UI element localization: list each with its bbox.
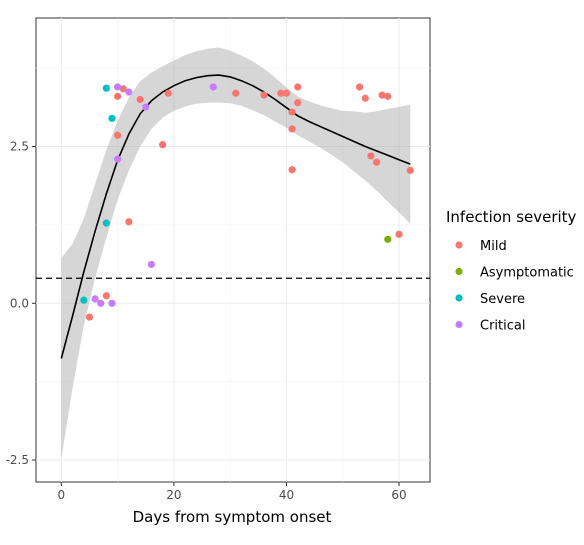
y-tick-label: 0.0: [10, 296, 29, 310]
data-point-mild: [119, 85, 127, 93]
data-point-mild: [294, 99, 302, 107]
data-point-severe: [102, 219, 110, 227]
y-tick-label: 2.5: [10, 140, 29, 154]
data-point-mild: [114, 131, 122, 139]
y-tick-label: -2.5: [6, 453, 29, 467]
data-point-critical: [209, 83, 217, 91]
data-point-severe: [108, 114, 116, 122]
x-axis-title: Days from symptom onset: [133, 508, 332, 526]
data-point-mild: [288, 125, 296, 133]
x-tick-label: 20: [166, 488, 181, 502]
data-point-mild: [232, 89, 240, 97]
data-point-mild: [164, 89, 172, 97]
legend-label-asymptomatic: Asymptomatic: [480, 266, 574, 281]
smooth-line: [60, 74, 411, 359]
data-point-mild: [125, 218, 133, 226]
data-point-critical: [91, 295, 99, 303]
data-point-mild: [159, 141, 167, 149]
plot-panel: [35, 17, 431, 483]
data-point-severe: [80, 296, 88, 304]
legend-label-severe: Severe: [480, 292, 525, 307]
legend-key-mild: [455, 241, 463, 249]
x-tick-label: 0: [58, 488, 66, 502]
data-point-critical: [114, 83, 122, 91]
data-point-mild: [85, 313, 94, 321]
data-point-mild: [294, 83, 302, 91]
x-tick-label: 60: [391, 488, 406, 502]
data-point-mild: [395, 230, 403, 238]
data-point-mild: [356, 83, 364, 91]
legend-items: Mild Asymptomatic Severe Critical: [455, 239, 574, 334]
data-points: [80, 83, 414, 321]
data-point-mild: [384, 92, 392, 100]
legend-key-severe: [455, 294, 463, 302]
legend-label-mild: Mild: [480, 239, 507, 254]
data-point-mild: [372, 158, 381, 166]
x-tick-label: 40: [279, 488, 294, 502]
data-point-mild: [136, 95, 144, 104]
legend-label-critical: Critical: [480, 319, 525, 334]
data-point-mild: [367, 152, 375, 160]
data-point-mild: [288, 108, 296, 116]
data-point-critical: [114, 155, 122, 163]
data-point-mild: [378, 91, 386, 99]
smooth-trend-line: [60, 74, 411, 359]
legend-key-asymptomatic: [455, 267, 463, 276]
data-point-severe: [102, 84, 110, 92]
data-point-mild: [277, 89, 285, 97]
data-point-mild: [114, 92, 122, 100]
data-point-critical: [125, 88, 133, 96]
data-point-mild: [406, 166, 414, 174]
data-point-mild: [288, 166, 296, 174]
axes: 0 20 40 60 -2.5 0.0 2.5: [6, 140, 407, 502]
data-point-mild: [361, 94, 369, 102]
data-point-critical: [147, 260, 155, 269]
data-point-mild: [102, 292, 110, 300]
data-point-mild: [260, 91, 268, 99]
data-point-mild: [282, 89, 291, 97]
data-point-critical: [108, 299, 116, 307]
legend: Infection severity Mild Asymptomatic Sever…: [446, 208, 577, 334]
legend-key-critical: [455, 320, 463, 329]
data-point-critical: [142, 103, 150, 111]
data-point-asymptomatic: [384, 235, 392, 243]
data-point-critical: [97, 299, 105, 307]
legend-title: Infection severity: [446, 208, 577, 226]
